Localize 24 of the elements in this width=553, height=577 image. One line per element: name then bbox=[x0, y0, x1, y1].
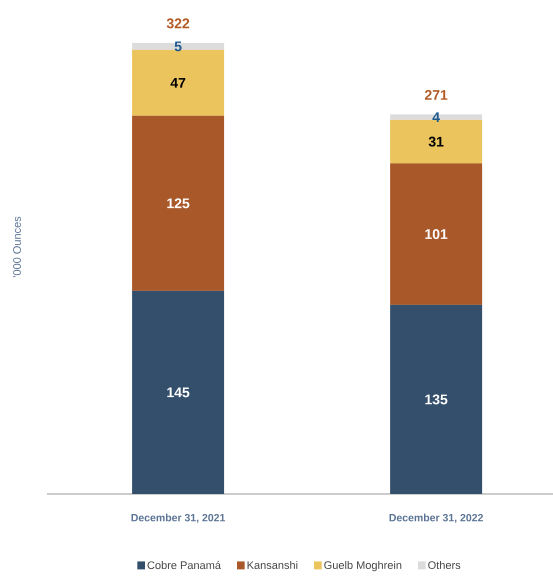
legend-label: Guelb Moghrein bbox=[324, 560, 402, 572]
x-tick-label: December 31, 2022 bbox=[390, 514, 483, 523]
total-label: 322 bbox=[166, 18, 190, 28]
data-label: 4 bbox=[432, 112, 440, 122]
data-label: 145 bbox=[167, 388, 190, 398]
data-label: 5 bbox=[174, 42, 182, 52]
bar bbox=[132, 50, 224, 116]
bar bbox=[390, 114, 482, 120]
legend-label: Others bbox=[428, 560, 460, 570]
bar bbox=[132, 42, 224, 50]
bar bbox=[132, 290, 224, 494]
data-label: 135 bbox=[425, 394, 448, 404]
y-axis-title: '000 Ounces bbox=[13, 216, 21, 278]
data-label: 101 bbox=[425, 229, 448, 240]
bar bbox=[390, 163, 482, 305]
legend-label: Kansanshi bbox=[248, 560, 298, 570]
bar bbox=[390, 304, 482, 494]
data-label: 31 bbox=[428, 136, 444, 147]
x-tick-label: December 31, 2021 bbox=[132, 514, 226, 523]
bar bbox=[132, 116, 224, 291]
data-label: 125 bbox=[167, 198, 190, 208]
data-label: 47 bbox=[170, 78, 186, 88]
total-label: 271 bbox=[424, 90, 448, 100]
legend-label: Cobre Panamá bbox=[148, 560, 221, 570]
